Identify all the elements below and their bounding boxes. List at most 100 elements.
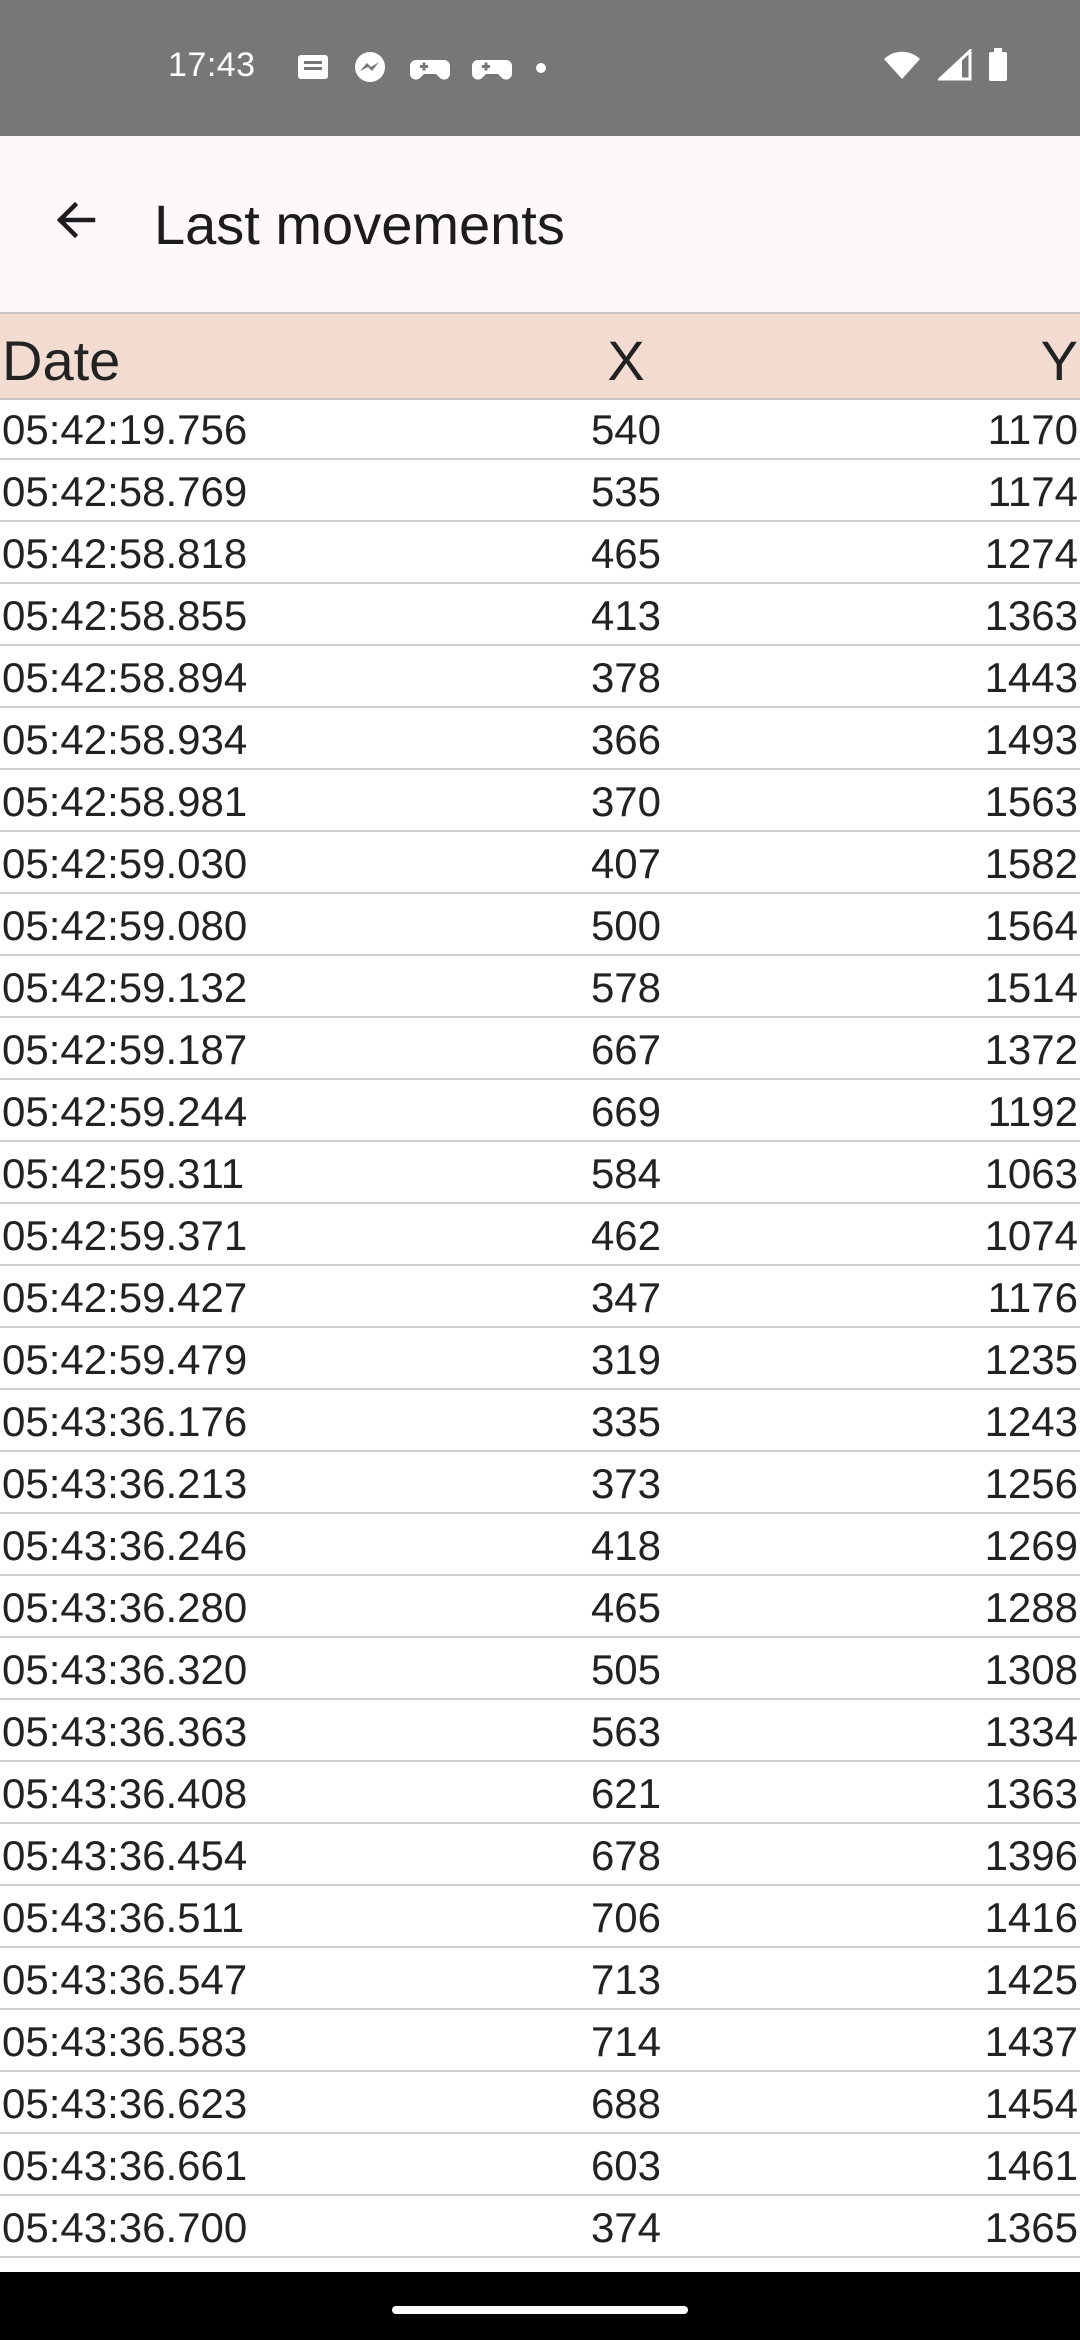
- cell-x: 465: [590, 530, 662, 577]
- table-row: 05:43:36.547 713 1425: [0, 1948, 1080, 2010]
- cell-x: 669: [590, 1088, 662, 1135]
- battery-icon: [988, 48, 1008, 87]
- table-row: 05:43:36.280 465 1288: [0, 1576, 1080, 1638]
- header-x: X: [607, 329, 645, 392]
- game-controller-icon: [410, 52, 450, 89]
- table-row: 05:42:58.981 370 1563: [0, 770, 1080, 832]
- cell-y: 1372: [984, 1026, 1078, 1073]
- cell-x: 319: [590, 1336, 662, 1383]
- cell-x: 714: [590, 2018, 662, 2065]
- cell-date: 05:43:36.547: [2, 1956, 248, 2003]
- cell-y: 1269: [984, 1522, 1078, 1569]
- cell-date: 05:43:36.583: [2, 2018, 248, 2065]
- system-icons: [882, 47, 1008, 87]
- table-row: 05:42:59.479 319 1235: [0, 1328, 1080, 1390]
- table-header: Date X Y: [0, 312, 1080, 400]
- cell-x: 500: [590, 902, 662, 949]
- table-row: 05:42:59.427 347 1176: [0, 1266, 1080, 1328]
- movements-table: 05:42:19.756 540 1170 05:42:58.769 535 1174 05…: [0, 398, 1080, 2258]
- cell-y: 1176: [987, 1274, 1078, 1321]
- table-row: 05:43:36.213 373 1256: [0, 1452, 1080, 1514]
- table-row: 05:42:59.080 500 1564: [0, 894, 1080, 956]
- cell-x: 370: [590, 778, 662, 825]
- table-row: 05:43:36.408 621 1363: [0, 1762, 1080, 1824]
- status-time: 17:43: [168, 46, 256, 84]
- app-bar: Last movements: [0, 136, 1080, 312]
- table-row: 05:43:36.700 374 1365: [0, 2196, 1080, 2258]
- cell-x: 505: [590, 1646, 662, 1693]
- cell-date: 05:42:58.769: [2, 468, 248, 515]
- table-row: 05:42:59.371 462 1074: [0, 1204, 1080, 1266]
- cell-x: 378: [590, 654, 662, 701]
- cell-y: 1256: [984, 1460, 1078, 1507]
- cell-x: 578: [590, 964, 662, 1011]
- cell-y: 1074: [984, 1212, 1078, 1259]
- table-row: 05:42:59.311 584 1063: [0, 1142, 1080, 1204]
- cell-y: 1365: [984, 2204, 1078, 2251]
- home-gesture-handle[interactable]: [392, 2306, 688, 2314]
- cell-y: 1174: [987, 468, 1078, 515]
- table-row: 05:42:58.894 378 1443: [0, 646, 1080, 708]
- message-icon: [296, 53, 330, 88]
- table-row: 05:42:59.187 667 1372: [0, 1018, 1080, 1080]
- cell-date: 05:42:59.244: [2, 1088, 248, 1135]
- cell-date: 05:43:36.511: [2, 1894, 245, 1941]
- dot-icon: [534, 61, 548, 80]
- cell-date: 05:42:59.030: [2, 840, 248, 887]
- game-controller-icon: [472, 52, 512, 89]
- cell-x: 535: [590, 468, 662, 515]
- back-button[interactable]: [36, 180, 116, 260]
- cell-x: 374: [590, 2204, 662, 2251]
- wifi-icon: [882, 49, 922, 86]
- cell-date: 05:42:58.934: [2, 716, 248, 763]
- cell-x: 366: [590, 716, 662, 763]
- cell-date: 05:42:59.371: [2, 1212, 248, 1259]
- table-row: 05:43:36.176 335 1243: [0, 1390, 1080, 1452]
- table-row: 05:42:58.769 535 1174: [0, 460, 1080, 522]
- arrow-back-icon: [56, 201, 96, 239]
- cell-y: 1425: [984, 1956, 1078, 2003]
- cell-y: 1363: [984, 1770, 1078, 1817]
- signal-icon: [936, 47, 972, 86]
- table-row: 05:43:36.454 678 1396: [0, 1824, 1080, 1886]
- table-row: 05:42:19.756 540 1170: [0, 398, 1080, 460]
- cell-date: 05:43:36.700: [2, 2204, 248, 2251]
- cell-date: 05:43:36.320: [2, 1646, 248, 1693]
- cell-x: 603: [590, 2142, 662, 2189]
- cell-date: 05:42:59.187: [2, 1026, 248, 1073]
- cell-date: 05:42:19.756: [2, 406, 248, 453]
- cell-date: 05:42:58.894: [2, 654, 248, 701]
- cell-y: 1170: [987, 406, 1078, 453]
- table-row: 05:42:58.818 465 1274: [0, 522, 1080, 584]
- table-row: 05:43:36.320 505 1308: [0, 1638, 1080, 1700]
- cell-date: 05:42:58.855: [2, 592, 248, 639]
- cell-date: 05:42:59.132: [2, 964, 248, 1011]
- cell-date: 05:43:36.623: [2, 2080, 248, 2127]
- cell-date: 05:43:36.454: [2, 1832, 248, 1879]
- cell-y: 1288: [984, 1584, 1078, 1631]
- page-title: Last movements: [154, 193, 565, 256]
- cell-y: 1563: [984, 778, 1078, 825]
- cell-x: 584: [590, 1150, 662, 1197]
- table-row: 05:42:58.855 413 1363: [0, 584, 1080, 646]
- cell-x: 706: [590, 1894, 662, 1941]
- navigation-bar: [0, 2272, 1080, 2340]
- cell-x: 621: [590, 1770, 662, 1817]
- cell-x: 465: [590, 1584, 662, 1631]
- table-row: 05:43:36.511 706 1416: [0, 1886, 1080, 1948]
- cell-date: 05:42:59.080: [2, 902, 248, 949]
- table-row: 05:43:36.661 603 1461: [0, 2134, 1080, 2196]
- cell-x: 540: [590, 406, 662, 453]
- cell-y: 1582: [984, 840, 1078, 887]
- cell-x: 373: [590, 1460, 662, 1507]
- cell-date: 05:43:36.246: [2, 1522, 248, 1569]
- cell-x: 667: [590, 1026, 662, 1073]
- cell-x: 462: [590, 1212, 662, 1259]
- cell-x: 418: [590, 1522, 662, 1569]
- table-row: 05:43:36.363 563 1334: [0, 1700, 1080, 1762]
- cell-y: 1493: [984, 716, 1078, 763]
- table-row: 05:42:58.934 366 1493: [0, 708, 1080, 770]
- cell-date: 05:43:36.176: [2, 1398, 248, 1445]
- cell-x: 688: [590, 2080, 662, 2127]
- cell-y: 1274: [984, 530, 1078, 577]
